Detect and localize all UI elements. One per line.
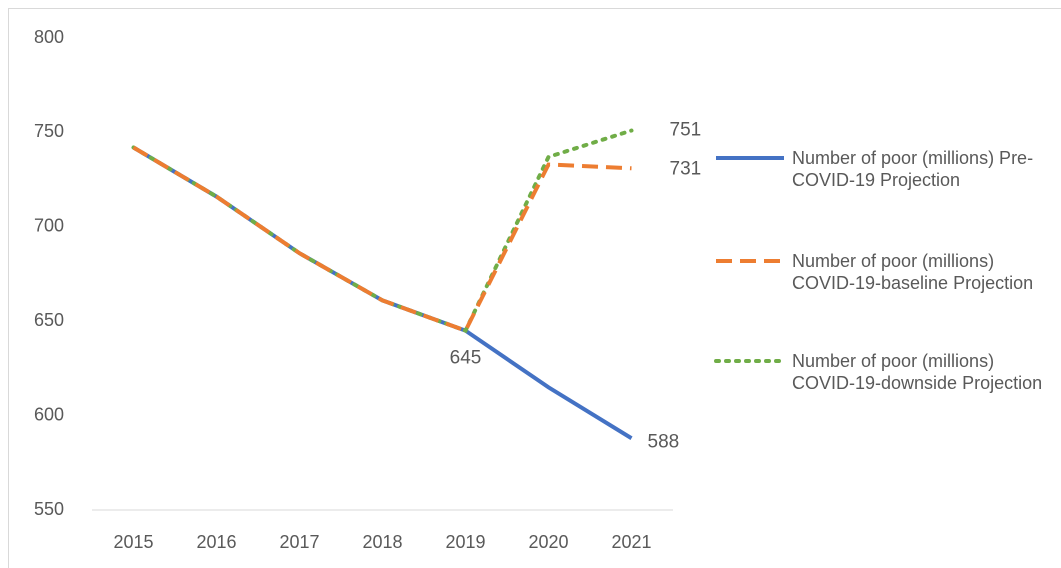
x-tick-label: 2019 <box>445 532 485 552</box>
data-label: 645 <box>450 348 482 369</box>
y-tick-label: 750 <box>34 121 64 141</box>
x-tick-label: 2015 <box>113 532 153 552</box>
y-tick-label: 800 <box>34 27 64 47</box>
x-tick-label: 2017 <box>279 532 319 552</box>
y-tick-label: 650 <box>34 310 64 330</box>
chart-border <box>8 8 1061 568</box>
y-tick-label: 550 <box>34 499 64 519</box>
x-tick-label: 2018 <box>362 532 402 552</box>
y-tick-label: 700 <box>34 216 64 236</box>
x-tick-label: 2016 <box>196 532 236 552</box>
x-tick-label: 2021 <box>611 532 651 552</box>
legend-label: Number of poor (millions) Pre-COVID-19 P… <box>792 148 1034 190</box>
line-series <box>132 145 632 334</box>
data-label: 751 <box>670 120 702 141</box>
y-tick-label: 600 <box>34 404 64 424</box>
legend-label: Number of poor (millions) COVID-19-basel… <box>792 251 1034 293</box>
data-label: 731 <box>670 158 702 179</box>
x-tick-label: 2020 <box>528 532 568 552</box>
legend-label: Number of poor (millions) COVID-19-downs… <box>792 351 1043 393</box>
data-label: 588 <box>648 431 680 452</box>
